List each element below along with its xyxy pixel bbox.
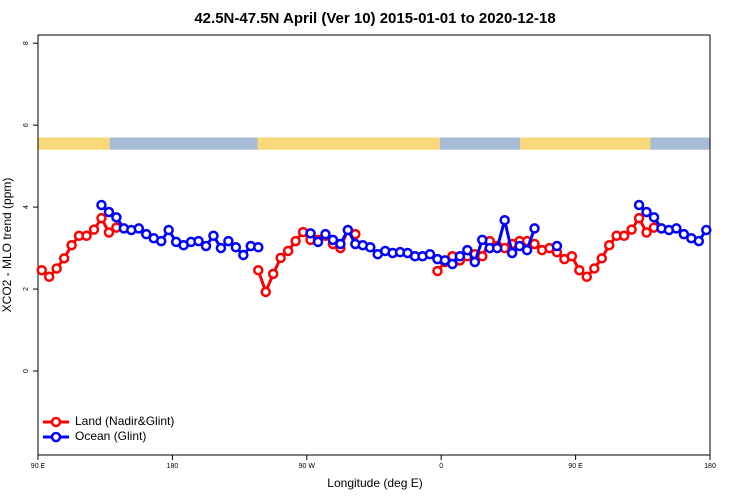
surface-strip bbox=[257, 137, 440, 150]
data-point bbox=[43, 271, 55, 283]
surface-strip bbox=[109, 137, 258, 150]
x-axis-label: Longitude (deg E) bbox=[327, 476, 422, 490]
data-point bbox=[641, 206, 652, 218]
data-point bbox=[96, 199, 107, 211]
data-point bbox=[290, 235, 301, 247]
surface-strip bbox=[439, 137, 521, 150]
data-point bbox=[469, 256, 481, 268]
data-point bbox=[529, 238, 540, 250]
data-point bbox=[193, 235, 204, 247]
data-point bbox=[230, 242, 242, 253]
data-point bbox=[81, 230, 92, 242]
data-point bbox=[633, 199, 645, 211]
chart-title: 42.5N-47.5N April (Ver 10) 2015-01-01 to… bbox=[194, 10, 555, 27]
data-point bbox=[447, 258, 458, 270]
data-point bbox=[521, 244, 533, 256]
data-point bbox=[96, 212, 107, 224]
surface-strip bbox=[650, 137, 710, 150]
data-point bbox=[581, 271, 593, 283]
data-point bbox=[596, 253, 607, 264]
data-point bbox=[155, 235, 167, 247]
data-point bbox=[335, 238, 346, 250]
data-point bbox=[36, 264, 47, 276]
data-point bbox=[701, 224, 712, 236]
data-point bbox=[58, 253, 70, 264]
data-point bbox=[342, 224, 354, 236]
data-point bbox=[208, 230, 219, 242]
data-point bbox=[253, 264, 264, 276]
data-point bbox=[506, 247, 518, 259]
data-point bbox=[633, 212, 645, 224]
data-point bbox=[215, 242, 227, 254]
data-point bbox=[200, 240, 212, 252]
x-tick-label: 90 E bbox=[31, 463, 46, 470]
data-point bbox=[626, 224, 637, 235]
data-point bbox=[260, 286, 271, 298]
data-point bbox=[141, 228, 152, 240]
data-point bbox=[477, 234, 488, 246]
data-point bbox=[88, 224, 100, 235]
data-point bbox=[163, 224, 174, 236]
legend-marker bbox=[50, 416, 62, 428]
data-point bbox=[312, 236, 324, 248]
data-point bbox=[103, 206, 115, 218]
y-axis-label: XCO2 - MLO trend (ppm) bbox=[0, 178, 14, 313]
data-point bbox=[618, 230, 630, 242]
surface-strip bbox=[38, 137, 110, 150]
data-point bbox=[133, 223, 145, 234]
x-tick-label: 0 bbox=[439, 463, 443, 470]
data-point bbox=[499, 214, 510, 226]
data-point bbox=[432, 265, 443, 277]
data-point bbox=[589, 263, 600, 274]
x-tick-label: 180 bbox=[704, 463, 716, 470]
data-point bbox=[566, 251, 578, 262]
data-point bbox=[305, 228, 316, 239]
data-point bbox=[275, 252, 286, 264]
legend-label: Land (Nadir&Glint) bbox=[75, 414, 174, 428]
data-point bbox=[648, 212, 660, 223]
data-point bbox=[223, 235, 234, 247]
x-tick-label: 180 bbox=[167, 463, 179, 470]
data-point bbox=[238, 249, 249, 261]
y-tick-label: 4 bbox=[23, 205, 30, 209]
x-tick-label: 90 E bbox=[568, 463, 583, 470]
data-point bbox=[462, 244, 473, 256]
x-tick-label: 90 W bbox=[299, 463, 316, 470]
data-point bbox=[103, 227, 115, 238]
data-point bbox=[424, 248, 436, 260]
data-point bbox=[671, 223, 682, 234]
legend-marker bbox=[50, 431, 62, 443]
data-point bbox=[551, 240, 563, 252]
y-tick-label: 0 bbox=[23, 369, 30, 373]
data-point bbox=[678, 228, 690, 240]
data-point bbox=[477, 251, 488, 262]
legend-label: Ocean (Glint) bbox=[75, 429, 146, 443]
data-point bbox=[641, 227, 652, 238]
data-point bbox=[327, 234, 339, 246]
data-point bbox=[574, 264, 585, 276]
data-point bbox=[282, 245, 294, 257]
y-tick-label: 8 bbox=[23, 41, 30, 45]
data-point bbox=[320, 228, 331, 240]
data-point bbox=[365, 242, 376, 253]
data-point bbox=[491, 242, 503, 254]
data-point bbox=[267, 268, 279, 280]
y-tick-label: 6 bbox=[23, 123, 30, 127]
surface-strip bbox=[520, 137, 651, 150]
y-tick-label: 2 bbox=[23, 287, 30, 291]
data-point bbox=[51, 263, 62, 274]
data-point bbox=[514, 240, 525, 252]
plot-frame bbox=[37, 34, 711, 456]
data-point bbox=[693, 235, 705, 247]
data-point bbox=[529, 223, 540, 234]
data-point bbox=[253, 242, 264, 253]
data-point bbox=[454, 251, 466, 262]
data-point bbox=[111, 212, 122, 223]
data-point bbox=[603, 239, 615, 251]
data-point bbox=[66, 239, 77, 251]
